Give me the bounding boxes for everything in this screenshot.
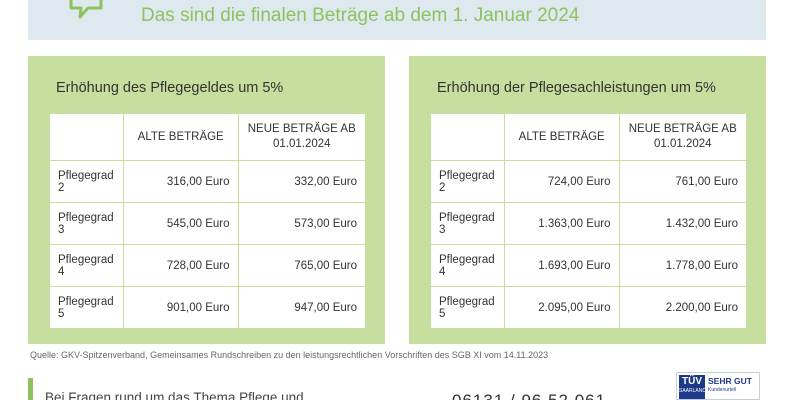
row-label: Pflegegrad 5 [49, 286, 124, 329]
new-amount: 332,00 Euro [237, 160, 366, 203]
row-label: Pflegegrad 4 [49, 244, 124, 287]
speech-bubble-icon [69, 0, 103, 19]
tuv-rating: SEHR GUT [708, 376, 752, 386]
table-row: Pflegegrad 5 2.095,00 Euro 2.200,00 Euro [430, 286, 747, 329]
old-amount: 545,00 Euro [122, 202, 239, 245]
old-amount: 1.693,00 Euro [503, 244, 620, 287]
table-row: Pflegegrad 3 1.363,00 Euro 1.432,00 Euro [430, 202, 747, 245]
row-label: Pflegegrad 2 [49, 160, 124, 203]
old-amount: 316,00 Euro [122, 160, 239, 203]
tuv-logo-sub: SAARLAND [679, 388, 706, 394]
table-row: Pflegegrad 3 545,00 Euro 573,00 Euro [49, 202, 366, 245]
table-row: Pflegegrad 5 901,00 Euro 947,00 Euro [49, 286, 366, 329]
table-row: Pflegegrad 4 1.693,00 Euro 1.778,00 Euro [430, 244, 747, 287]
tuv-badge: TÜV SAARLAND SEHR GUT Kundenurteil [676, 372, 760, 400]
panel-title: Erhöhung des Pflegegeldes um 5% [56, 80, 284, 96]
new-amount: 765,00 Euro [237, 244, 366, 287]
column-header-old: ALTE BETRÄGE [503, 113, 620, 161]
row-label: Pflegegrad 4 [430, 244, 505, 287]
column-header-old: ALTE BETRÄGE [122, 113, 239, 161]
table-header-row: ALTE BETRÄGE NEUE BETRÄGE AB 01.01.2024 [430, 113, 747, 161]
row-label: Pflegegrad 2 [430, 160, 505, 203]
column-header-new: NEUE BETRÄGE AB 01.01.2024 [237, 113, 366, 161]
pflegegeld-panel: Erhöhung des Pflegegeldes um 5% ALTE BET… [28, 56, 385, 344]
old-amount: 1.363,00 Euro [503, 202, 620, 245]
old-amount: 2.095,00 Euro [503, 286, 620, 329]
table-row: Pflegegrad 2 316,00 Euro 332,00 Euro [49, 160, 366, 203]
new-amount: 947,00 Euro [237, 286, 366, 329]
row-label: Pflegegrad 5 [430, 286, 505, 329]
old-amount: 724,00 Euro [503, 160, 620, 203]
new-amount: 573,00 Euro [237, 202, 366, 245]
header-banner: Das sind die finalen Beträge ab dem 1. J… [28, 0, 766, 40]
tuv-logo: TÜV SAARLAND [679, 375, 706, 399]
new-amount: 761,00 Euro [618, 160, 747, 203]
new-amount: 2.200,00 Euro [618, 286, 747, 329]
tuv-rating-sub: Kundenurteil [708, 387, 737, 393]
pflegegeld-table: ALTE BETRÄGE NEUE BETRÄGE AB 01.01.2024 … [49, 113, 366, 329]
new-amount: 1.432,00 Euro [618, 202, 747, 245]
accent-bar [28, 378, 33, 400]
row-label: Pflegegrad 3 [49, 202, 124, 245]
panel-title: Erhöhung der Pflegesachleistungen um 5% [437, 80, 716, 96]
old-amount: 728,00 Euro [122, 244, 239, 287]
table-header-row: ALTE BETRÄGE NEUE BETRÄGE AB 01.01.2024 [49, 113, 366, 161]
column-header-empty [49, 113, 124, 161]
table-row: Pflegegrad 4 728,00 Euro 765,00 Euro [49, 244, 366, 287]
source-note: Quelle: GKV-Spitzenverband, Gemeinsames … [30, 350, 549, 360]
column-header-new: NEUE BETRÄGE AB 01.01.2024 [618, 113, 747, 161]
new-amount: 1.778,00 Euro [618, 244, 747, 287]
page-title: Das sind die finalen Beträge ab dem 1. J… [141, 5, 580, 26]
table-row: Pflegegrad 2 724,00 Euro 761,00 Euro [430, 160, 747, 203]
contact-text: Bei Fragen rund um das Thema Pflege und [45, 390, 304, 400]
tuv-logo-text: TÜV [682, 376, 702, 387]
pflegesachleistungen-panel: Erhöhung der Pflegesachleistungen um 5% … [409, 56, 766, 344]
phone-number[interactable]: 06131 / 96 52 061 [452, 391, 606, 400]
pflegesachleistungen-table: ALTE BETRÄGE NEUE BETRÄGE AB 01.01.2024 … [430, 113, 747, 329]
row-label: Pflegegrad 3 [430, 202, 505, 245]
column-header-empty [430, 113, 505, 161]
old-amount: 901,00 Euro [122, 286, 239, 329]
